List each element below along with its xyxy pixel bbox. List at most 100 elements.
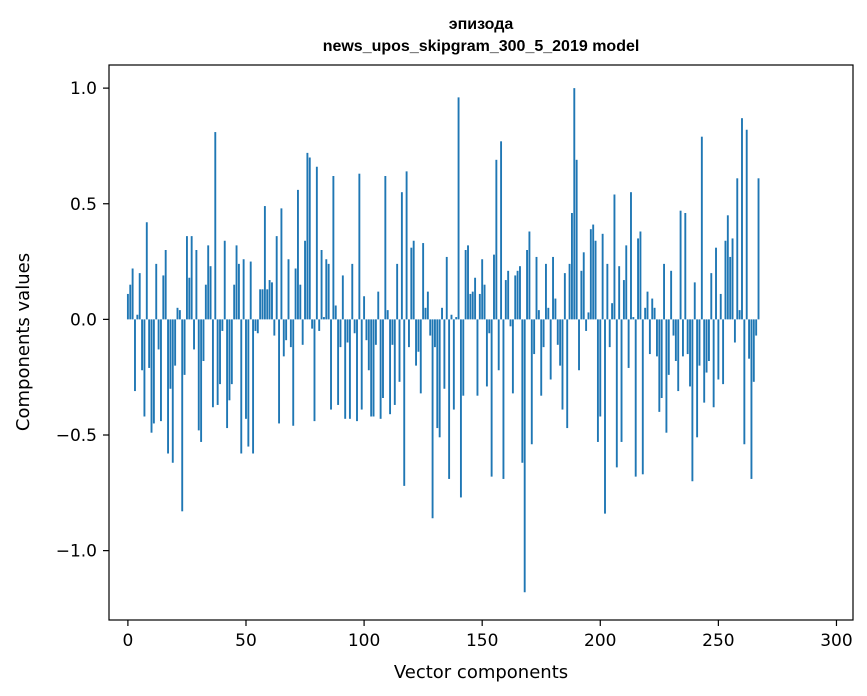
bar <box>292 319 295 426</box>
bar <box>386 310 389 320</box>
x-axis-ticks: 0 50 100 150 200 250 300 <box>122 620 853 651</box>
bar <box>630 192 632 320</box>
bar <box>488 319 491 334</box>
bar <box>200 319 203 442</box>
bar <box>681 319 684 357</box>
bar <box>755 319 758 336</box>
bar <box>268 280 271 320</box>
bar <box>601 233 604 320</box>
bar <box>138 273 141 320</box>
bar <box>379 319 382 419</box>
bar <box>561 319 564 410</box>
bar <box>731 238 734 320</box>
bar <box>419 319 422 394</box>
bar <box>516 270 519 320</box>
bar <box>157 319 160 350</box>
bar <box>145 222 148 320</box>
bar <box>301 319 304 345</box>
bar <box>285 319 288 341</box>
bar <box>297 189 299 320</box>
bar <box>743 319 746 445</box>
bar <box>589 229 592 320</box>
bar <box>637 238 640 320</box>
bar <box>412 240 415 320</box>
bar <box>155 263 158 320</box>
bar <box>226 319 229 429</box>
bar <box>705 319 708 373</box>
bar <box>592 224 595 320</box>
bar <box>703 319 706 403</box>
bar <box>563 273 566 320</box>
bar <box>441 307 443 320</box>
bar <box>698 319 701 366</box>
bar <box>474 277 477 320</box>
bar <box>724 240 727 320</box>
bar <box>393 319 396 405</box>
bar <box>209 266 212 320</box>
bar <box>308 157 311 320</box>
bar <box>252 319 255 454</box>
bar <box>202 319 205 361</box>
bar <box>348 319 351 419</box>
bar <box>320 250 323 320</box>
bar <box>493 254 495 320</box>
bar <box>700 136 703 320</box>
bar <box>459 319 462 498</box>
bar <box>582 252 585 320</box>
bar <box>457 97 460 320</box>
bar <box>596 319 599 442</box>
bar <box>188 277 191 320</box>
bar <box>620 319 623 442</box>
chart-title-line-1: эпизода <box>449 16 514 33</box>
bar <box>445 256 448 320</box>
bar <box>722 319 725 385</box>
bar <box>311 319 314 329</box>
bar <box>752 319 755 382</box>
bar <box>663 263 665 320</box>
bar <box>547 307 550 320</box>
y-tick-label: −1.0 <box>56 542 97 562</box>
bar <box>748 319 751 359</box>
bar <box>514 275 517 320</box>
bar <box>306 152 309 320</box>
bar <box>337 319 340 405</box>
bar <box>164 250 167 320</box>
y-tick-label: −0.5 <box>56 426 97 446</box>
bar <box>490 319 493 477</box>
bar <box>462 319 465 396</box>
bar <box>374 319 377 345</box>
y-tick-label: 0.0 <box>70 310 97 330</box>
bar <box>332 176 335 320</box>
bar <box>549 319 552 380</box>
bar <box>148 319 151 368</box>
bar <box>741 118 743 320</box>
bar <box>729 256 732 320</box>
bar <box>750 319 753 479</box>
bar <box>511 319 514 394</box>
bar <box>254 319 257 331</box>
bar <box>141 319 144 371</box>
bar <box>367 319 370 371</box>
bar <box>363 296 366 320</box>
bar <box>530 319 533 445</box>
bar <box>568 263 571 320</box>
bar <box>521 319 524 463</box>
bar <box>266 289 269 320</box>
bar <box>207 245 210 320</box>
x-tick-label: 200 <box>584 631 616 651</box>
bar <box>733 319 736 343</box>
bar <box>519 266 521 320</box>
bar <box>545 263 547 320</box>
bar <box>469 293 472 320</box>
bar <box>696 319 699 438</box>
bar <box>667 319 670 375</box>
bar <box>431 319 434 519</box>
bar <box>181 319 184 512</box>
bar <box>360 319 363 410</box>
bar <box>691 319 694 482</box>
bar <box>126 293 129 320</box>
bar <box>552 256 554 320</box>
bar <box>240 319 243 454</box>
bar <box>533 319 536 355</box>
bar <box>410 247 413 320</box>
